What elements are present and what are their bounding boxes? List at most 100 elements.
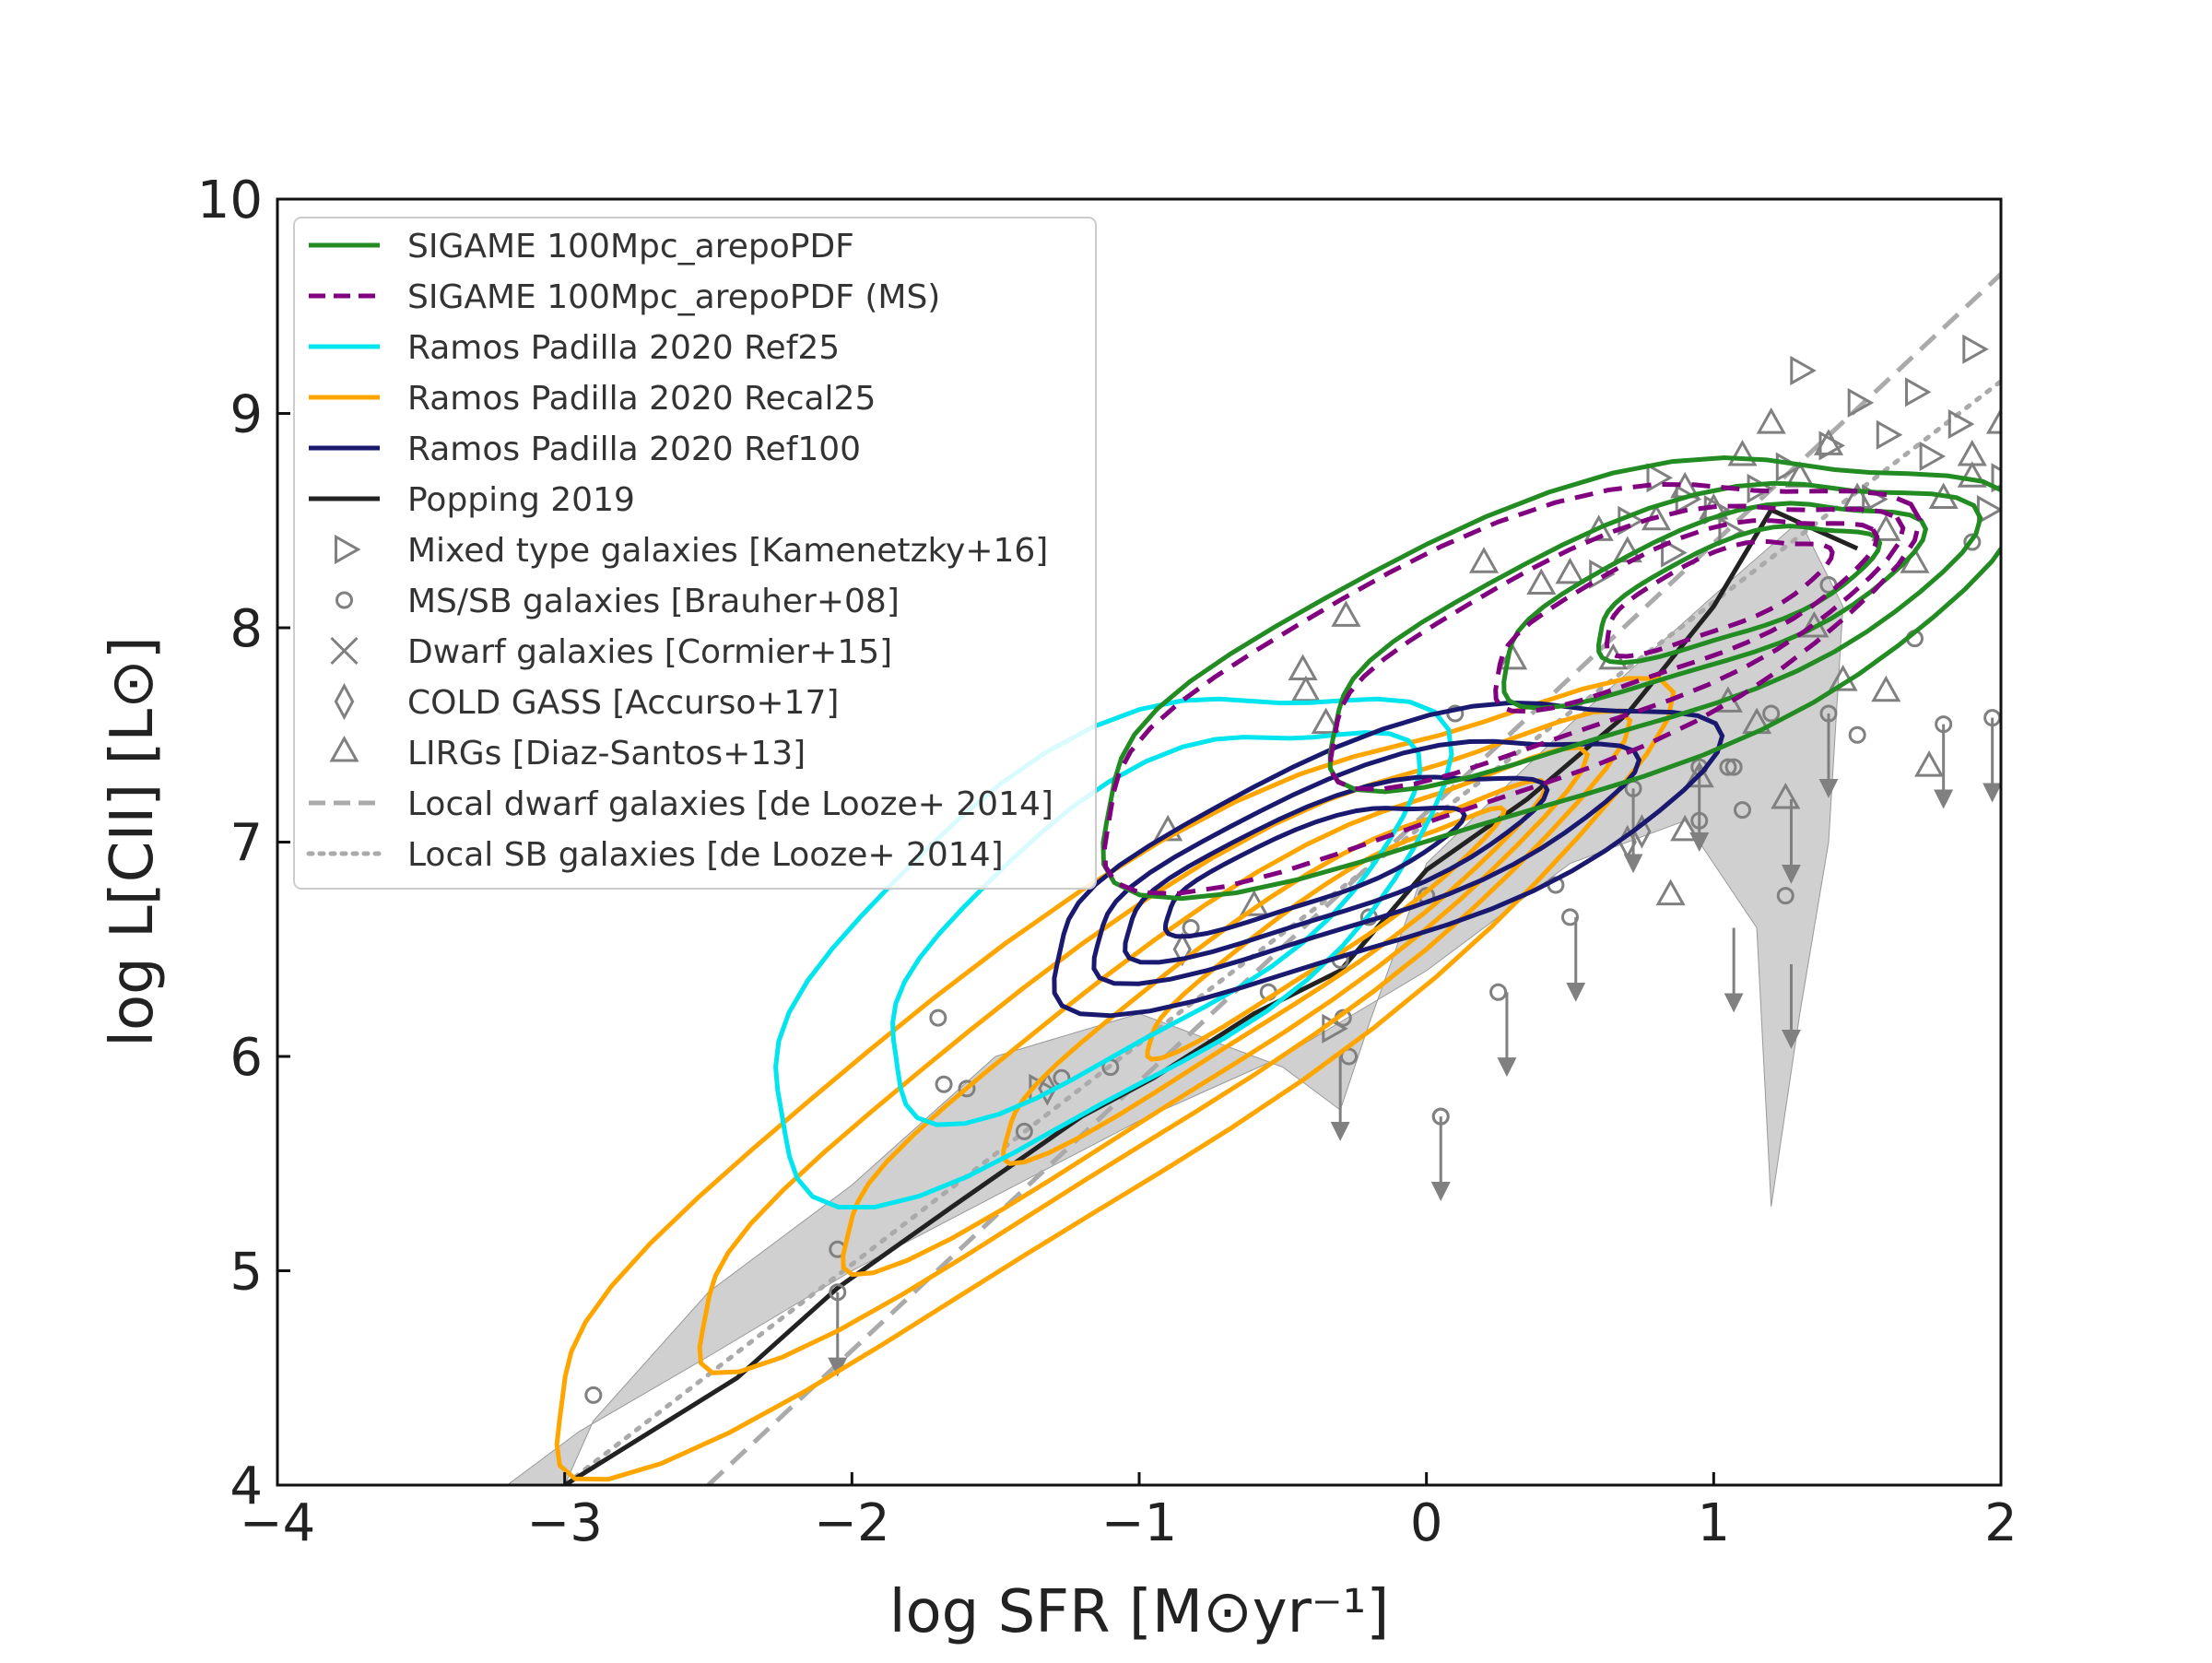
- mixed-type-point: [1919, 441, 1947, 472]
- mixed-type-points: [1029, 334, 2001, 1103]
- legend-label-0: SIGAME 100Mpc_arepoPDF: [407, 228, 854, 265]
- contour-sigame-ms-level-2: [1328, 503, 1906, 792]
- y-axis-label: log L[CII] [L⊙]: [99, 636, 167, 1047]
- lirg-point: [1756, 407, 1786, 434]
- mixed-type-point: [1818, 430, 1846, 461]
- lirg-point: [1555, 557, 1585, 584]
- contour-ref100-level-2: [1091, 738, 1642, 986]
- x-tick-label: −4: [240, 1493, 316, 1553]
- ms-sb-point: [1762, 704, 1781, 723]
- lirg-point: [1670, 814, 1700, 842]
- legend-swatch-7: [335, 591, 353, 609]
- contour-ref25-level-1: [773, 696, 1454, 1210]
- contour-recal25-level-5: [1145, 805, 1508, 1062]
- legend-label-4: Ramos Padilla 2020 Ref100: [407, 430, 861, 468]
- contour-recal25-level-4: [1001, 777, 1549, 1166]
- legend-label-12: Local SB galaxies [de Looze+ 2014]: [407, 836, 1004, 874]
- lirg-point: [1526, 568, 1557, 595]
- lirg-point: [1290, 675, 1321, 702]
- contour-sigame-level-1: [1100, 454, 2001, 902]
- legend-label-1: SIGAME 100Mpc_arepoPDF (MS): [407, 278, 940, 316]
- cold-gass-point: [1038, 1071, 1057, 1106]
- lirg-point: [1311, 707, 1341, 735]
- x-tick-label: 1: [1698, 1493, 1731, 1553]
- ms-sb-point: [1489, 983, 1508, 1001]
- ms-sb-point: [1963, 533, 1982, 551]
- legend-box: [293, 217, 1097, 890]
- y-tick-label: 10: [197, 171, 263, 230]
- x-axis-label: log SFR [M⊙yr⁻¹]: [889, 1578, 1390, 1646]
- ms-sb-point: [584, 1386, 603, 1404]
- legend-label-9: COLD GASS [Accurso+17]: [407, 684, 839, 722]
- local-sb-line: [562, 379, 2001, 1485]
- legend-label-8: Dwarf galaxies [Cormier+15]: [407, 633, 892, 671]
- legend-label-7: MS/SB galaxies [Brauher+08]: [407, 583, 900, 620]
- legend-swatch-9: [334, 682, 355, 721]
- x-tick-label: −1: [1101, 1493, 1178, 1553]
- x-tick-label: −2: [814, 1493, 890, 1553]
- lirg-point: [1727, 439, 1758, 466]
- ms-sb-point: [1719, 758, 1737, 776]
- model-contours: [554, 454, 2001, 1482]
- ms-sb-point: [1734, 801, 1751, 820]
- legend-swatch-8: [330, 636, 359, 666]
- mixed-type-point: [1790, 355, 1817, 386]
- y-tick-label: 5: [229, 1243, 263, 1303]
- lirg-point: [1771, 782, 1801, 809]
- lirg-point: [1914, 750, 1945, 777]
- ms-sb-point: [1776, 887, 1794, 905]
- legend: SIGAME 100Mpc_arepoPDF SIGAME 100Mpc_arep…: [293, 217, 1097, 890]
- contour-recal25-level-1: [554, 676, 1677, 1482]
- legend-swatch-10: [329, 735, 359, 762]
- mixed-type-point: [1947, 409, 1975, 440]
- mixed-type-point: [1847, 387, 1875, 418]
- legend-label-3: Ramos Padilla 2020 Recal25: [407, 380, 876, 418]
- ms-sb-point: [958, 1079, 976, 1098]
- legend-label-2: Ramos Padilla 2020 Ref25: [407, 329, 840, 367]
- ms-sb-point: [935, 1075, 953, 1093]
- ms-sb-point: [1848, 725, 1866, 744]
- mixed-type-point: [1991, 463, 2001, 493]
- lirg-point: [1871, 514, 1901, 541]
- x-tick-label: −3: [526, 1493, 603, 1553]
- x-tick-label: 2: [1984, 1493, 2018, 1553]
- lirg-point: [1468, 547, 1500, 573]
- y-tick-label: 8: [229, 599, 263, 659]
- lirg-point: [1288, 654, 1318, 680]
- ms-sb-point: [1015, 1122, 1033, 1140]
- ms-sb-point: [929, 1008, 947, 1027]
- contour-sigame-level-2: [1327, 480, 1983, 795]
- legend-label-10: LIRGs [Diaz-Santos+13]: [407, 735, 806, 773]
- contour-ref100-level-3: [1123, 774, 1550, 965]
- mixed-type-point: [1962, 334, 1989, 364]
- y-tick-label: 7: [229, 814, 263, 874]
- lirg-point: [1331, 600, 1361, 627]
- ms-sb-point: [1561, 908, 1579, 926]
- contour-sigame-ms-level-1: [1101, 481, 1923, 897]
- lirg-point: [1871, 675, 1901, 702]
- ms-sb-point: [1724, 758, 1743, 776]
- contour-ref100-level-4: [1162, 805, 1467, 939]
- lirg-point: [1957, 461, 1987, 488]
- y-tick-label: 9: [229, 385, 263, 445]
- mixed-type-point: [1661, 537, 1688, 568]
- mixed-type-point: [1876, 419, 1903, 450]
- legend-label-5: Popping 2019: [407, 481, 635, 519]
- contour-sigame-level-3: [1501, 501, 1929, 711]
- mixed-type-point: [1905, 377, 1932, 407]
- y-tick-label: 4: [229, 1457, 263, 1516]
- y-tick-label: 6: [229, 1028, 263, 1088]
- legend-label-11: Local dwarf galaxies [de Looze+ 2014]: [407, 785, 1053, 823]
- contour-sigame-ms-level-4: [1604, 538, 1835, 659]
- lirg-point: [1655, 879, 1686, 906]
- legend-x-stroke: [330, 636, 359, 666]
- lirg-point: [1985, 407, 2001, 434]
- x-tick-label: 0: [1410, 1493, 1443, 1553]
- legend-label-6: Mixed type galaxies [Kamenetzky+16]: [407, 532, 1048, 570]
- legend-swatch-6: [335, 534, 361, 565]
- contour-sigame-ms-level-3: [1493, 518, 1880, 714]
- mixed-type-point: [1646, 463, 1674, 493]
- axis-ticks: −4 −3 −2 −1 0 1 2 4 5 6 7 8 9 10: [197, 171, 2018, 1553]
